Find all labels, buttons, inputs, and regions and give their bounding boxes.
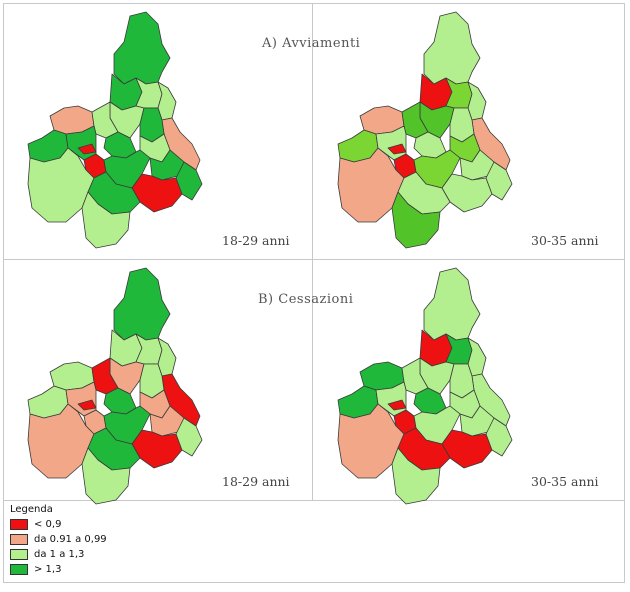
map-region-e1	[467, 337, 487, 377]
legend-swatch-light-green	[10, 549, 28, 560]
map-region-s3	[81, 447, 131, 505]
legend-title: Legenda	[10, 504, 53, 515]
legend-swatch-red	[10, 519, 28, 530]
map-region-se2	[175, 161, 203, 201]
map-region-se2	[485, 161, 513, 201]
map-region-se1	[131, 429, 183, 469]
legend-label: da 1 a 1,3	[34, 549, 85, 560]
map-region-se1	[131, 173, 183, 213]
legend-item-091-099: da 0.91 a 0,99	[10, 532, 107, 547]
section-title-a: A) Avviamenti	[262, 36, 361, 51]
figure-frame	[3, 3, 625, 583]
col-divider-bottom	[312, 259, 313, 500]
legend-item-gt13: > 1,3	[10, 562, 107, 577]
map-region-ne	[113, 267, 171, 341]
map-region-ne	[113, 11, 171, 85]
panel-label-a2: 30-35 anni	[531, 233, 599, 248]
map-region-se2	[175, 417, 203, 457]
legend-swatch-salmon	[10, 534, 28, 545]
map-region-e1	[467, 81, 487, 121]
panel-label-b2: 30-35 anni	[531, 474, 599, 489]
map-region-ne	[423, 267, 481, 341]
panel-label-b1: 18-29 anni	[222, 474, 290, 489]
map-region-c1	[387, 143, 407, 155]
map-region-e1	[157, 337, 177, 377]
map-region-c1	[77, 143, 97, 155]
map-region-ne	[423, 11, 481, 85]
map-region-c1	[77, 399, 97, 411]
map-region-s3	[81, 191, 131, 249]
legend-label: da 0.91 a 0,99	[34, 534, 107, 545]
map-avviamenti-18-29	[27, 11, 203, 249]
legend-swatch-green	[10, 564, 28, 575]
map-region-e1	[157, 81, 177, 121]
map-region-s3	[391, 191, 441, 249]
legend-label: < 0,9	[34, 519, 62, 530]
legend-divider	[3, 500, 625, 501]
map-region-se1	[441, 429, 493, 469]
legend-item-1-13: da 1 a 1,3	[10, 547, 107, 562]
map-region-se1	[441, 173, 493, 213]
section-title-b: B) Cessazioni	[258, 292, 354, 307]
map-region-s3	[391, 447, 441, 505]
map-region-se2	[485, 417, 513, 457]
legend: Legenda < 0,9 da 0.91 a 0,99 da 1 a 1,3 …	[10, 504, 107, 577]
map-cessazioni-18-29	[27, 267, 203, 505]
legend-item-lt09: < 0,9	[10, 517, 107, 532]
row-divider	[3, 259, 625, 260]
legend-label: > 1,3	[34, 564, 62, 575]
map-avviamenti-30-35	[337, 11, 513, 249]
panel-label-a1: 18-29 anni	[222, 233, 290, 248]
col-divider-top	[312, 3, 313, 259]
map-region-c1	[387, 399, 407, 411]
map-cessazioni-30-35	[337, 267, 513, 505]
